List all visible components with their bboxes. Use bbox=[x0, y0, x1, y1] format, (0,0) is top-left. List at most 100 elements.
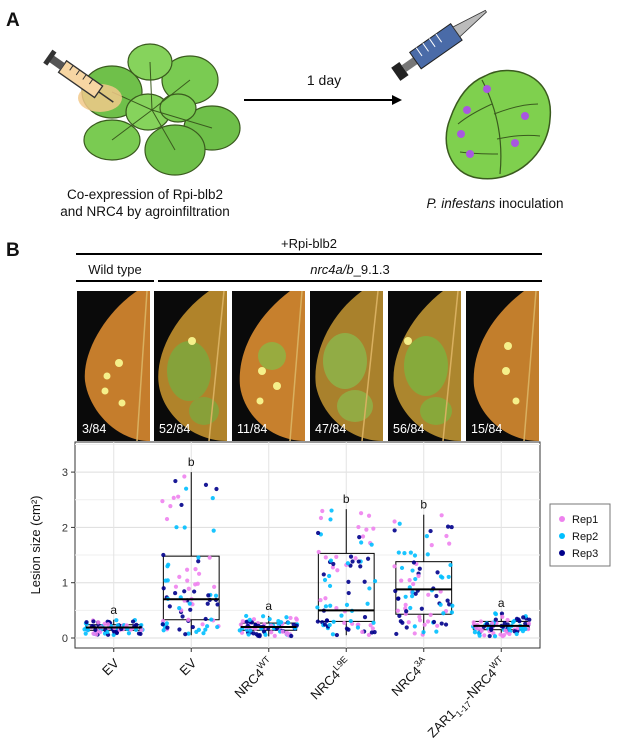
data-point bbox=[422, 622, 427, 627]
data-point bbox=[331, 561, 336, 567]
data-point bbox=[164, 621, 169, 626]
data-point bbox=[412, 553, 418, 558]
data-point bbox=[176, 494, 181, 499]
data-point bbox=[419, 606, 424, 611]
arrow-label: 1 day bbox=[306, 72, 342, 88]
mutant-label-rest: _9.1.3 bbox=[353, 262, 390, 277]
data-point bbox=[186, 631, 191, 636]
data-point bbox=[345, 561, 350, 566]
data-point bbox=[190, 624, 195, 630]
data-point bbox=[316, 530, 321, 536]
data-point bbox=[521, 615, 526, 620]
data-point bbox=[413, 591, 418, 596]
data-point bbox=[446, 574, 451, 580]
data-point bbox=[214, 486, 219, 492]
box-body bbox=[317, 552, 375, 622]
data-point bbox=[526, 621, 532, 626]
data-point bbox=[365, 601, 370, 606]
data-point bbox=[291, 622, 296, 627]
data-point bbox=[424, 534, 429, 539]
data-point bbox=[327, 583, 333, 589]
data-point bbox=[392, 528, 397, 533]
data-point bbox=[356, 524, 361, 530]
data-point bbox=[91, 619, 96, 624]
data-point bbox=[280, 629, 285, 634]
data-point bbox=[83, 631, 88, 636]
data-point bbox=[449, 524, 454, 530]
data-point bbox=[445, 524, 451, 529]
data-point bbox=[372, 630, 377, 635]
data-point bbox=[206, 593, 211, 598]
data-point bbox=[408, 605, 413, 611]
data-point bbox=[98, 629, 103, 635]
left-caption-line2: and NRC4 by agroinfiltration bbox=[60, 204, 230, 219]
data-point bbox=[474, 625, 479, 631]
data-point bbox=[398, 619, 403, 624]
data-point bbox=[421, 630, 426, 635]
inoculated-leaf-illustration bbox=[391, 9, 551, 180]
data-point bbox=[448, 562, 453, 568]
leaf-count: 47/84 bbox=[315, 422, 347, 436]
significance-letter: a bbox=[110, 603, 117, 617]
data-point bbox=[500, 634, 505, 639]
data-point bbox=[364, 527, 369, 532]
data-point bbox=[136, 631, 142, 636]
data-point bbox=[366, 513, 372, 518]
data-point bbox=[499, 611, 505, 616]
data-point bbox=[288, 615, 293, 621]
data-point bbox=[183, 632, 188, 637]
data-point bbox=[278, 620, 284, 625]
data-point bbox=[435, 570, 440, 575]
data-point bbox=[247, 617, 252, 622]
data-point bbox=[205, 624, 210, 629]
left-caption: Co-expression of Rpi-blb2 and NRC4 by ag… bbox=[40, 186, 250, 220]
data-point bbox=[330, 632, 336, 637]
data-point bbox=[397, 521, 402, 526]
data-point bbox=[369, 542, 374, 547]
data-point bbox=[438, 589, 443, 594]
data-point bbox=[523, 621, 528, 626]
data-point bbox=[371, 526, 376, 531]
data-point bbox=[195, 581, 200, 586]
data-point bbox=[126, 631, 132, 636]
panel-a-letter: A bbox=[6, 10, 20, 31]
data-point bbox=[251, 617, 257, 622]
top-header-rule bbox=[76, 253, 542, 255]
data-point bbox=[428, 612, 433, 617]
data-point bbox=[200, 622, 205, 627]
data-point bbox=[124, 623, 129, 628]
data-point bbox=[360, 629, 365, 635]
data-point bbox=[399, 578, 404, 583]
data-point bbox=[263, 632, 268, 637]
wild-type-rule bbox=[76, 280, 154, 282]
data-point bbox=[368, 623, 373, 628]
data-point bbox=[359, 540, 364, 545]
syringe-icon bbox=[43, 49, 114, 103]
data-point bbox=[404, 609, 409, 614]
data-point bbox=[514, 631, 519, 637]
data-point bbox=[489, 627, 494, 632]
data-point bbox=[184, 567, 190, 572]
x-tick-label: EV bbox=[99, 655, 122, 678]
data-point bbox=[425, 552, 430, 557]
data-point bbox=[355, 625, 361, 630]
data-point bbox=[163, 578, 168, 583]
pipette-icon bbox=[391, 9, 487, 81]
mutant-rule bbox=[158, 280, 542, 282]
data-point bbox=[182, 525, 187, 530]
data-point bbox=[255, 633, 261, 638]
data-point bbox=[428, 528, 433, 534]
data-point bbox=[392, 564, 397, 569]
data-point bbox=[440, 575, 445, 580]
left-caption-line1: Co-expression of Rpi-blb2 bbox=[66, 187, 224, 202]
data-point bbox=[505, 617, 510, 623]
data-point bbox=[160, 618, 166, 624]
data-point bbox=[203, 616, 208, 622]
data-point bbox=[450, 603, 455, 608]
data-point bbox=[192, 589, 197, 594]
data-point bbox=[502, 621, 507, 626]
data-point bbox=[177, 606, 182, 611]
data-point bbox=[160, 499, 165, 504]
data-point bbox=[402, 551, 407, 556]
data-point bbox=[160, 622, 165, 627]
